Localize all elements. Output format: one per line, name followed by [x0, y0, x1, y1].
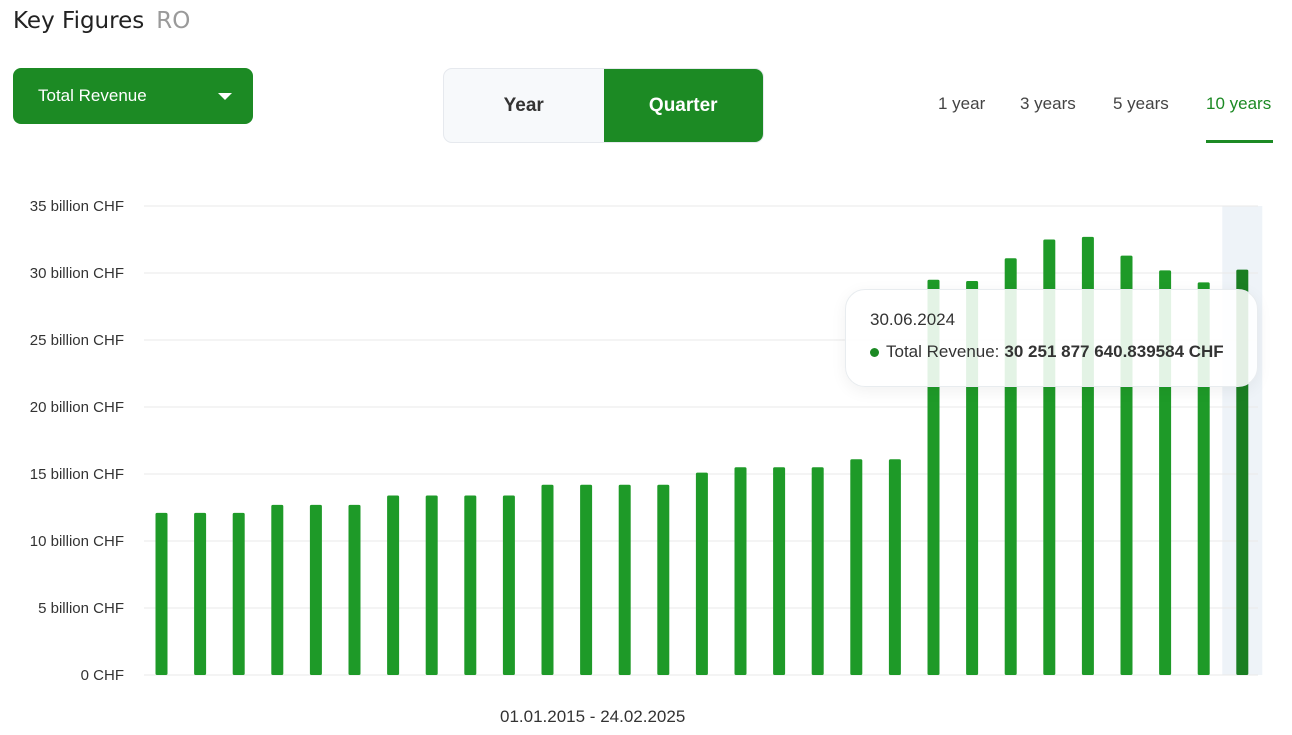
y-tick-label: 10 billion CHF [30, 533, 124, 550]
bar[interactable] [888, 459, 901, 675]
bar[interactable] [348, 504, 361, 675]
caret-down-icon [218, 93, 232, 100]
period-quarter-button[interactable]: Quarter [603, 69, 763, 142]
y-tick-label: 30 billion CHF [30, 265, 124, 282]
y-tick-label: 35 billion CHF [30, 198, 124, 215]
bar[interactable] [387, 495, 400, 675]
bar[interactable] [734, 467, 747, 675]
bar[interactable] [271, 504, 284, 675]
bar[interactable] [618, 484, 631, 675]
period-year-button[interactable]: Year [503, 94, 544, 116]
page-title: Key Figures RO [13, 7, 190, 35]
title-text: Key Figures [13, 8, 145, 34]
range-5-years[interactable]: 5 years [1113, 94, 1169, 113]
y-tick-label: 15 billion CHF [30, 466, 124, 483]
y-tick-label: 5 billion CHF [38, 600, 124, 617]
ticker-label: RO [156, 8, 191, 34]
revenue-chart: 0 CHF 5 billion CHF 10 billion CHF 15 billi… [0, 180, 1292, 735]
chart-tooltip: 30.06.2024 Total Revenue: 30 251 877 640… [845, 289, 1258, 387]
bar[interactable] [695, 472, 708, 675]
bar[interactable] [155, 512, 168, 675]
bar[interactable] [850, 459, 863, 675]
bar[interactable] [773, 467, 786, 675]
range-3-years[interactable]: 3 years [1020, 94, 1076, 113]
bar[interactable] [580, 484, 593, 675]
bar[interactable] [657, 484, 670, 675]
tooltip-line: Total Revenue: 30 251 877 640.839584 CHF [870, 342, 1257, 362]
bar[interactable] [425, 495, 438, 675]
metric-dropdown[interactable]: Total Revenue [13, 68, 253, 124]
date-range-label: 01.01.2015 - 24.02.2025 [500, 707, 686, 726]
y-tick-label: 25 billion CHF [30, 332, 124, 349]
chart-svg: 0 CHF 5 billion CHF 10 billion CHF 15 billi… [30, 198, 1263, 684]
tooltip-series-label: Total Revenue: [886, 342, 1000, 361]
bar[interactable] [309, 504, 322, 675]
metric-dropdown-label: Total Revenue [38, 86, 147, 105]
y-tick-label: 0 CHF [81, 667, 124, 684]
range-1-year[interactable]: 1 year [938, 94, 986, 113]
tooltip-value: 30 251 877 640.839584 CHF [1004, 342, 1224, 361]
tooltip-date: 30.06.2024 [870, 310, 956, 329]
range-10-years[interactable]: 10 years [1206, 94, 1272, 113]
bar[interactable] [194, 512, 207, 675]
active-range-underline [1206, 140, 1273, 143]
bar[interactable] [541, 484, 554, 675]
bar[interactable] [502, 495, 515, 675]
y-tick-label: 20 billion CHF [30, 399, 124, 416]
series-dot-icon [870, 347, 879, 357]
bar[interactable] [464, 495, 477, 675]
bar[interactable] [232, 512, 245, 675]
bar[interactable] [811, 467, 824, 675]
period-toggle: Year Quarter [443, 68, 764, 143]
